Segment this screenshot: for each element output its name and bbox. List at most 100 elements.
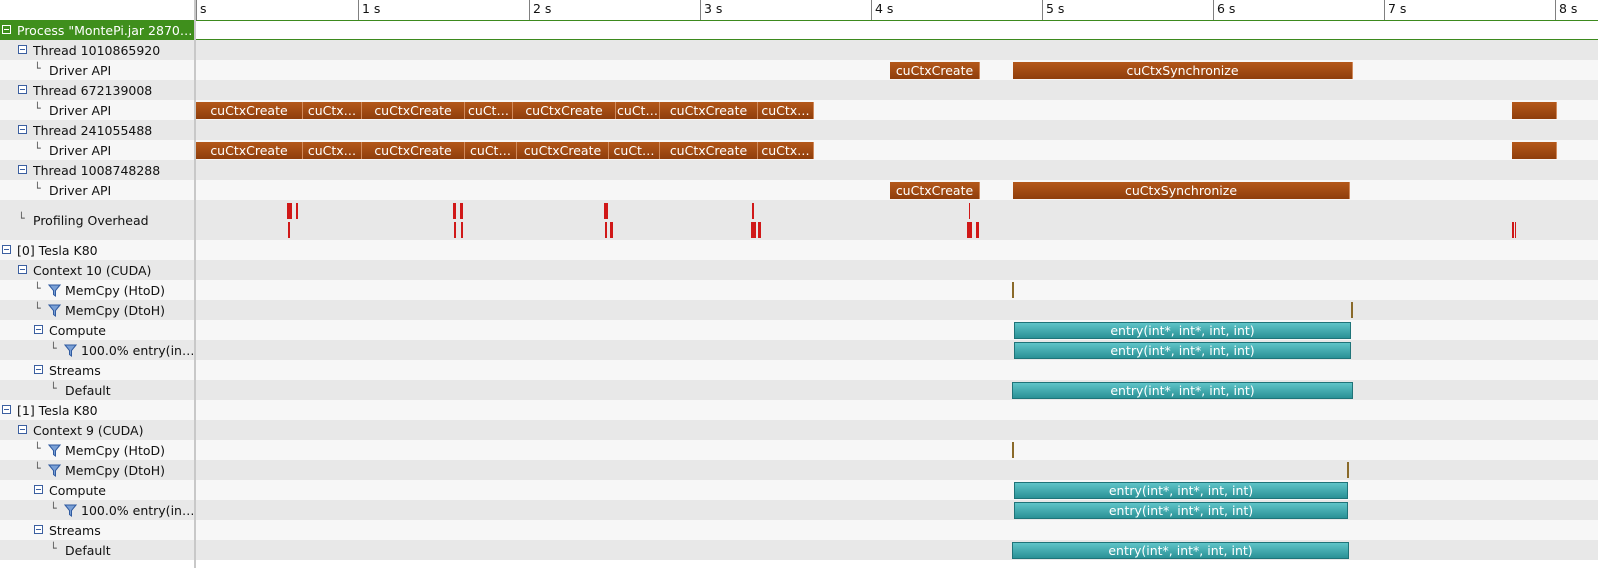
tree-memcpy-dtoh-row[interactable]: └ MemCpy (DtoH) bbox=[0, 460, 194, 480]
tree-context-row[interactable]: Context 9 (CUDA) bbox=[0, 420, 194, 440]
api-call-segment[interactable]: cuCt… bbox=[465, 142, 517, 159]
overhead-marker[interactable] bbox=[461, 222, 463, 238]
api-call-segment[interactable]: cuCtx… bbox=[303, 102, 362, 119]
tree-driver-api-row[interactable]: └ Driver API bbox=[0, 100, 194, 120]
api-call-segment[interactable]: cuCtx… bbox=[758, 102, 814, 119]
tree-streams-row[interactable]: Streams bbox=[0, 360, 194, 380]
api-call-segment[interactable]: cuCtxCreate bbox=[660, 142, 758, 159]
api-call-segment[interactable]: cuCtx… bbox=[303, 142, 362, 159]
tree-thread-row[interactable]: Thread 672139008 bbox=[0, 80, 194, 100]
kernel-segment[interactable]: entry(int*, int*, int, int) bbox=[1014, 502, 1348, 519]
api-call-segment[interactable]: cuCt… bbox=[609, 142, 660, 159]
timeline-panel[interactable]: s 1 s 2 s 3 s 4 s 5 s 6 s 7 s 8 s bbox=[196, 0, 1598, 568]
collapse-icon[interactable] bbox=[18, 425, 27, 434]
tree-profiling-overhead-row[interactable]: └ Profiling Overhead bbox=[0, 200, 194, 240]
api-call-segment[interactable] bbox=[1512, 142, 1557, 159]
memcpy-htod-timeline-row[interactable] bbox=[196, 280, 1598, 300]
tree-device-row[interactable]: [0] Tesla K80 bbox=[0, 240, 194, 260]
kernel-segment[interactable]: entry(int*, int*, int, int) bbox=[1014, 322, 1351, 339]
device-timeline-row[interactable] bbox=[196, 400, 1598, 420]
api-call-segment[interactable]: cuCtxSynchronize bbox=[1013, 62, 1353, 79]
api-call-segment[interactable]: cuCtxCreate bbox=[362, 142, 465, 159]
collapse-icon[interactable] bbox=[34, 525, 43, 534]
kernel-segment[interactable]: entry(int*, int*, int, int) bbox=[1012, 382, 1353, 399]
tree-compute-row[interactable]: Compute bbox=[0, 480, 194, 500]
overhead-marker[interactable] bbox=[610, 222, 613, 238]
api-call-segment[interactable]: cuCtxCreate bbox=[890, 62, 980, 79]
api-call-segment[interactable]: cuCtxCreate bbox=[513, 102, 616, 119]
thread-timeline-row[interactable] bbox=[196, 80, 1598, 100]
tree-default-stream-row[interactable]: └ Default bbox=[0, 540, 194, 560]
memcpy-htod-marker[interactable] bbox=[1012, 442, 1014, 458]
time-ruler[interactable]: s 1 s 2 s 3 s 4 s 5 s 6 s 7 s 8 s bbox=[196, 0, 1598, 21]
memcpy-dtoh-marker[interactable] bbox=[1351, 302, 1353, 318]
overhead-marker[interactable] bbox=[296, 203, 298, 219]
overhead-marker[interactable] bbox=[605, 222, 607, 238]
tree-memcpy-htod-row[interactable]: └ MemCpy (HtoD) bbox=[0, 440, 194, 460]
context-timeline-row[interactable] bbox=[196, 260, 1598, 280]
tree-kernel-row[interactable]: └ 100.0% entry(in… bbox=[0, 340, 194, 360]
memcpy-dtoh-marker[interactable] bbox=[1347, 462, 1349, 478]
compute-timeline-row[interactable] bbox=[196, 320, 1598, 340]
memcpy-dtoh-timeline-row[interactable] bbox=[196, 460, 1598, 480]
api-call-segment[interactable]: cuCtxCreate bbox=[517, 142, 609, 159]
tree-memcpy-htod-row[interactable]: └ MemCpy (HtoD) bbox=[0, 280, 194, 300]
tree-memcpy-dtoh-row[interactable]: └ MemCpy (DtoH) bbox=[0, 300, 194, 320]
overhead-marker[interactable] bbox=[288, 222, 290, 238]
collapse-icon[interactable] bbox=[34, 365, 43, 374]
default-stream-timeline-row[interactable] bbox=[196, 380, 1598, 400]
tree-thread-row[interactable]: Thread 1008748288 bbox=[0, 160, 194, 180]
overhead-marker[interactable] bbox=[287, 203, 292, 219]
collapse-icon[interactable] bbox=[34, 325, 43, 334]
collapse-icon[interactable] bbox=[18, 265, 27, 274]
collapse-icon[interactable] bbox=[2, 25, 11, 34]
collapse-icon[interactable] bbox=[2, 245, 11, 254]
memcpy-htod-marker[interactable] bbox=[1012, 282, 1014, 298]
thread-timeline-row[interactable] bbox=[196, 120, 1598, 140]
tree-default-stream-row[interactable]: └ Default bbox=[0, 380, 194, 400]
api-call-segment[interactable]: cuCtx… bbox=[758, 142, 814, 159]
tree-driver-api-row[interactable]: └ Driver API bbox=[0, 140, 194, 160]
panel-splitter[interactable] bbox=[194, 0, 196, 568]
collapse-icon[interactable] bbox=[34, 485, 43, 494]
api-call-segment[interactable]: cuCtxCreate bbox=[890, 182, 980, 199]
streams-timeline-row[interactable] bbox=[196, 520, 1598, 540]
collapse-icon[interactable] bbox=[2, 405, 11, 414]
tree-process-row[interactable]: Process "MontePi.jar 2870… bbox=[0, 20, 194, 40]
api-call-segment[interactable]: cuCtxSynchronize bbox=[1013, 182, 1350, 199]
overhead-marker[interactable] bbox=[454, 222, 456, 238]
overhead-marker[interactable] bbox=[969, 203, 970, 219]
memcpy-dtoh-timeline-row[interactable] bbox=[196, 300, 1598, 320]
api-call-segment[interactable]: cuCtxCreate bbox=[660, 102, 758, 119]
overhead-marker[interactable] bbox=[758, 222, 761, 238]
tree-kernel-row[interactable]: └ 100.0% entry(in… bbox=[0, 500, 194, 520]
api-call-segment[interactable]: cuCtxCreate bbox=[196, 102, 303, 119]
tree-thread-row[interactable]: Thread 1010865920 bbox=[0, 40, 194, 60]
api-call-segment[interactable] bbox=[1512, 102, 1557, 119]
overhead-marker[interactable] bbox=[967, 222, 972, 238]
kernel-segment[interactable]: entry(int*, int*, int, int) bbox=[1014, 342, 1351, 359]
profiling-overhead-timeline-row[interactable] bbox=[196, 200, 1598, 240]
api-call-segment[interactable]: cuCt… bbox=[616, 102, 660, 119]
tree-compute-row[interactable]: Compute bbox=[0, 320, 194, 340]
tree-thread-row[interactable]: Thread 241055488 bbox=[0, 120, 194, 140]
thread-timeline-row[interactable] bbox=[196, 160, 1598, 180]
collapse-icon[interactable] bbox=[18, 125, 27, 134]
memcpy-htod-timeline-row[interactable] bbox=[196, 440, 1598, 460]
process-timeline-row[interactable] bbox=[196, 20, 1598, 40]
collapse-icon[interactable] bbox=[18, 85, 27, 94]
tree-context-row[interactable]: Context 10 (CUDA) bbox=[0, 260, 194, 280]
overhead-marker[interactable] bbox=[453, 203, 456, 219]
kernel-timeline-row[interactable] bbox=[196, 340, 1598, 360]
tree-driver-api-row[interactable]: └ Driver API bbox=[0, 180, 194, 200]
overhead-marker[interactable] bbox=[1512, 222, 1514, 238]
tree-streams-row[interactable]: Streams bbox=[0, 520, 194, 540]
overhead-marker[interactable] bbox=[604, 203, 608, 219]
kernel-segment[interactable]: entry(int*, int*, int, int) bbox=[1014, 482, 1348, 499]
device-timeline-row[interactable] bbox=[196, 240, 1598, 260]
overhead-marker[interactable] bbox=[751, 222, 756, 238]
compute-timeline-row[interactable] bbox=[196, 480, 1598, 500]
thread-timeline-row[interactable] bbox=[196, 40, 1598, 60]
api-call-segment[interactable]: cuCtxCreate bbox=[196, 142, 303, 159]
overhead-marker[interactable] bbox=[1515, 222, 1516, 238]
